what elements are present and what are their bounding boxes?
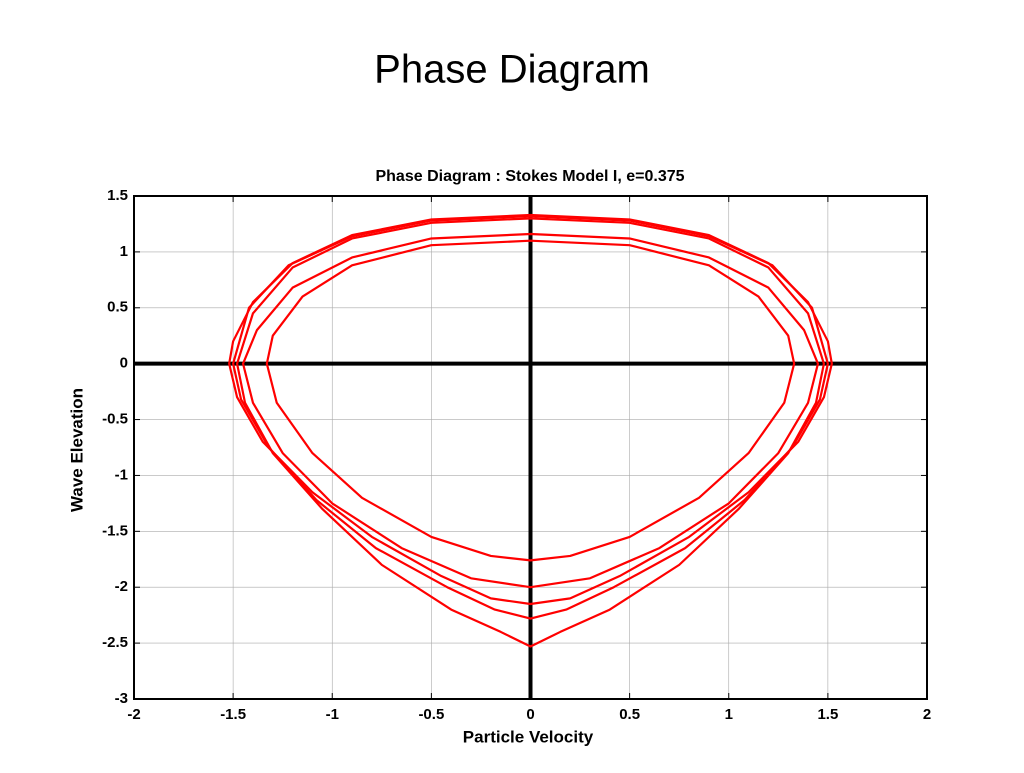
chart-title: Phase Diagram : Stokes Model I, e=0.375 (375, 168, 684, 185)
x-tick-label: -2 (127, 706, 140, 723)
x-tick-label: -0.5 (418, 706, 444, 723)
x-tick-label: 0 (526, 706, 534, 723)
x-tick-label: 2 (923, 706, 931, 723)
y-tick-label: 0 (120, 355, 128, 372)
y-tick-label: -2 (115, 578, 128, 595)
y-tick-label: 1.5 (107, 187, 128, 204)
phase-curve (265, 239, 796, 562)
phase-curve (235, 217, 826, 648)
y-tick-label: 0.5 (107, 299, 128, 316)
y-tick-label: -3 (115, 690, 128, 707)
slide-title: Phase Diagram (374, 48, 650, 92)
y-tick-label: 1 (120, 243, 128, 260)
y-tick-label: -1.5 (102, 522, 128, 539)
x-tick-label: 0.5 (619, 706, 640, 723)
y-tick-label: -1 (115, 466, 128, 483)
y-axis-label: Wave Elevation (67, 388, 86, 512)
y-tick-label: -2.5 (102, 634, 128, 651)
phase-curve (241, 232, 820, 589)
x-axis-label: Particle Velocity (463, 727, 594, 746)
x-tick-label: -1.5 (220, 706, 246, 723)
plot-frame (133, 195, 928, 700)
x-tick-label: 1.5 (817, 706, 838, 723)
y-tick-label: -0.5 (102, 411, 128, 428)
x-tick-label: -1 (326, 706, 339, 723)
x-tick-label: 1 (725, 706, 733, 723)
phase-curve (232, 215, 829, 620)
